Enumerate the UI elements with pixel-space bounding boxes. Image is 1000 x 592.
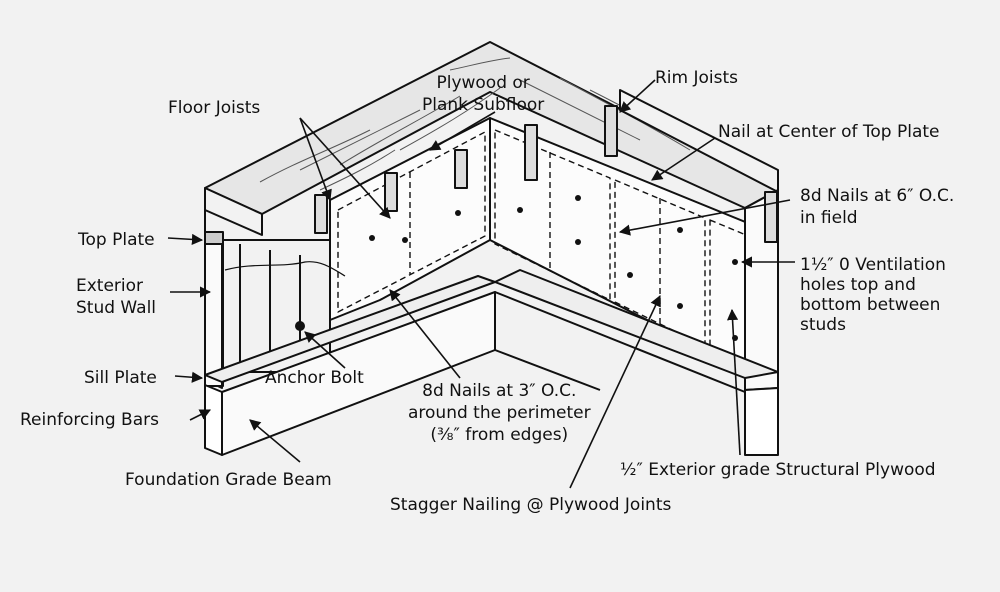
label-ventilation-line3: bottom between [800, 295, 941, 315]
label-exterior-plywood: ½″ Exterior grade Structural Plywood [620, 460, 936, 480]
label-reinforcing-bars: Reinforcing Bars [20, 410, 159, 430]
exterior-stud-wall-face [204, 235, 224, 387]
label-nails-3-line2: around the perimeter [408, 403, 591, 423]
leader-center-top-plate [651, 137, 716, 181]
leader-top-plate [167, 233, 204, 245]
right-sill [494, 269, 779, 379]
floor-joist-end [524, 124, 538, 181]
floor-joist-end [384, 172, 398, 212]
label-plywood-subfloor-line1: Plywood or [436, 73, 530, 93]
leader-foundation [249, 419, 301, 463]
floor-joist-end [454, 149, 468, 189]
right-foundation [744, 387, 779, 456]
leader-anchor-bolt [304, 331, 346, 369]
leader-reinforcing-bars [189, 409, 212, 421]
anchor-bolt-head [295, 321, 305, 331]
label-floor-joists: Floor Joists [168, 98, 261, 118]
nail-dot [575, 239, 581, 245]
nail-dot [369, 235, 375, 241]
leader-nails-6 [618, 199, 791, 236]
nail-dot [455, 210, 461, 216]
left-plywood-panel [329, 117, 491, 321]
leader-nails-3 [389, 289, 461, 379]
nail-dot [402, 237, 408, 243]
label-nails-3-line3: (⅜″ from edges) [430, 425, 569, 445]
rim-joist-end [764, 191, 778, 243]
leader-plywood [726, 308, 741, 456]
leader-sill-plate [174, 371, 204, 383]
label-nails-6: 8d Nails at 6″ O.C. in field [800, 185, 954, 229]
floor-joist-end [604, 105, 618, 157]
leader-rim-joists [619, 79, 656, 113]
foundation-left-face [204, 384, 223, 456]
nail-dot [677, 303, 683, 309]
label-nails-3: 8d Nails at 3″ O.C. around the perimeter… [408, 380, 591, 446]
label-exterior-stud-wall: Exterior Stud Wall [76, 275, 156, 319]
leader-floor-joists-2 [299, 117, 332, 202]
label-plywood-subfloor-line2: Plank Subfloor [422, 95, 545, 115]
floor-joist-end [314, 194, 328, 234]
label-exterior-stud-wall-line2: Stud Wall [76, 298, 157, 318]
label-sill-plate: Sill Plate [84, 368, 157, 388]
label-nail-center-top-plate: Nail at Center of Top Plate [718, 122, 940, 142]
label-plywood-subfloor: Plywood or Plank Subfloor [422, 72, 544, 116]
label-anchor-bolt: Anchor Bolt [265, 368, 364, 388]
leader-floor-joists [299, 117, 391, 219]
label-ventilation-line2: holes top and [800, 275, 916, 295]
left-top-plate [204, 187, 263, 236]
nail-dot [677, 227, 683, 233]
nail-dot [732, 259, 738, 265]
label-ventilation-line4: studs [800, 315, 846, 335]
nail-dot [517, 207, 523, 213]
label-rim-joists: Rim Joists [655, 68, 739, 88]
label-stagger-nailing: Stagger Nailing @ Plywood Joints [390, 495, 672, 515]
label-nails-6-line1: 8d Nails at 6″ O.C. [800, 186, 955, 206]
label-nails-6-line2: in field [800, 208, 858, 228]
label-ventilation: 1½″ 0 Ventilation holes top and bottom b… [800, 255, 946, 335]
nail-dot [575, 195, 581, 201]
label-foundation-grade-beam: Foundation Grade Beam [125, 470, 332, 490]
label-exterior-stud-wall-line1: Exterior [76, 276, 144, 296]
nail-dot [627, 272, 633, 278]
label-nails-3-line1: 8d Nails at 3″ O.C. [422, 381, 577, 401]
label-top-plate: Top Plate [78, 230, 155, 250]
leader-stagger [569, 294, 661, 489]
leader-subfloor [429, 111, 496, 151]
label-ventilation-line1: 1½″ 0 Ventilation [800, 255, 946, 275]
